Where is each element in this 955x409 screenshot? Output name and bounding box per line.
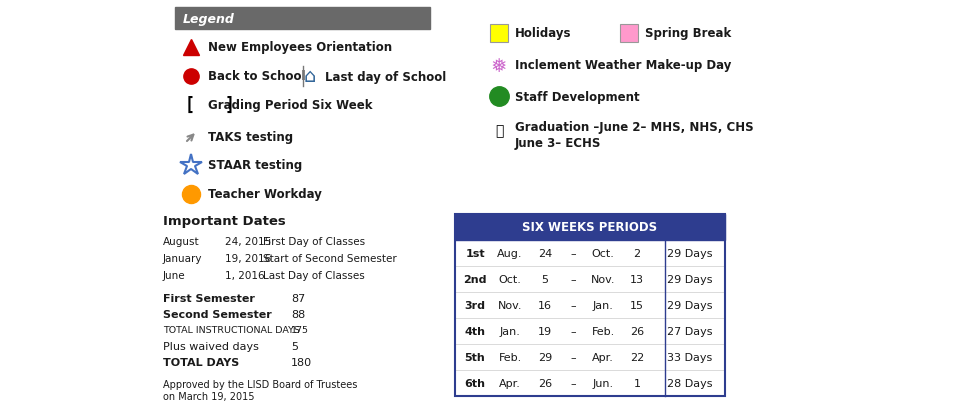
Text: 22: 22 xyxy=(630,352,644,362)
Text: STAAR testing: STAAR testing xyxy=(208,159,302,172)
Bar xyxy=(620,25,638,43)
Text: August: August xyxy=(163,236,200,246)
Text: Start of Second Semester: Start of Second Semester xyxy=(263,254,396,263)
Text: Inclement Weather Make-up Day: Inclement Weather Make-up Day xyxy=(515,59,732,72)
Text: Holidays: Holidays xyxy=(515,27,571,40)
Text: 87: 87 xyxy=(291,293,306,303)
Text: 4th: 4th xyxy=(464,326,485,336)
Text: Apr.: Apr. xyxy=(592,352,614,362)
Text: Staff Development: Staff Development xyxy=(515,90,640,103)
Text: 19, 2016: 19, 2016 xyxy=(225,254,271,263)
Text: 24, 2015: 24, 2015 xyxy=(225,236,271,246)
Text: Spring Break: Spring Break xyxy=(645,27,732,40)
Text: 13: 13 xyxy=(630,274,644,284)
Text: Jun.: Jun. xyxy=(592,378,613,388)
Text: 29 Days: 29 Days xyxy=(668,300,712,310)
Bar xyxy=(175,8,430,30)
Text: TOTAL INSTRUCTIONAL DAYS: TOTAL INSTRUCTIONAL DAYS xyxy=(163,325,300,334)
Text: –: – xyxy=(570,274,576,284)
Text: 33 Days: 33 Days xyxy=(668,352,712,362)
Bar xyxy=(455,344,725,370)
Text: First Day of Classes: First Day of Classes xyxy=(263,236,365,246)
Text: Teacher Workday: Teacher Workday xyxy=(208,188,322,201)
Text: 175: 175 xyxy=(291,325,309,334)
Text: 1: 1 xyxy=(633,378,641,388)
Text: TOTAL DAYS: TOTAL DAYS xyxy=(163,357,240,367)
Text: ⌂: ⌂ xyxy=(304,66,316,85)
Text: [   ]: [ ] xyxy=(185,96,235,114)
Text: 29: 29 xyxy=(538,352,552,362)
Text: 16: 16 xyxy=(538,300,552,310)
Text: 24: 24 xyxy=(538,248,552,258)
Text: 1st: 1st xyxy=(465,248,485,258)
Text: Feb.: Feb. xyxy=(499,352,521,362)
Text: Legend: Legend xyxy=(183,12,235,25)
Text: 88: 88 xyxy=(291,309,306,319)
Bar xyxy=(490,25,508,43)
Text: Plus waived days: Plus waived days xyxy=(163,341,259,351)
Bar xyxy=(455,214,725,396)
Text: Oct.: Oct. xyxy=(499,274,521,284)
Text: 1, 2016: 1, 2016 xyxy=(225,270,265,280)
Text: Aug.: Aug. xyxy=(498,248,522,258)
Text: Feb.: Feb. xyxy=(591,326,615,336)
Text: Important Dates: Important Dates xyxy=(163,214,286,227)
Text: 🎓: 🎓 xyxy=(495,124,503,138)
Text: ❅: ❅ xyxy=(491,56,507,75)
Text: Jan.: Jan. xyxy=(499,326,520,336)
Text: –: – xyxy=(570,326,576,336)
Text: Grading Period Six Week: Grading Period Six Week xyxy=(208,98,372,111)
Bar xyxy=(455,240,725,266)
Text: New Employees Orientation: New Employees Orientation xyxy=(208,41,393,54)
Text: Jan.: Jan. xyxy=(592,300,613,310)
Text: 27 Days: 27 Days xyxy=(668,326,712,336)
Text: Apr.: Apr. xyxy=(499,378,520,388)
Text: Approved by the LISD Board of Trustees
on March 19, 2015: Approved by the LISD Board of Trustees o… xyxy=(163,379,357,401)
Text: 29 Days: 29 Days xyxy=(668,248,712,258)
Text: Nov.: Nov. xyxy=(591,274,615,284)
Text: 6th: 6th xyxy=(464,378,485,388)
Text: 5th: 5th xyxy=(465,352,485,362)
Text: 5: 5 xyxy=(291,341,298,351)
Text: Second Semester: Second Semester xyxy=(163,309,272,319)
Bar xyxy=(455,266,725,292)
Text: –: – xyxy=(570,300,576,310)
Text: 29 Days: 29 Days xyxy=(668,274,712,284)
Text: SIX WEEKS PERIODS: SIX WEEKS PERIODS xyxy=(522,221,658,234)
Text: Oct.: Oct. xyxy=(591,248,614,258)
Text: –: – xyxy=(570,248,576,258)
Text: –: – xyxy=(570,352,576,362)
Text: 19: 19 xyxy=(538,326,552,336)
Text: Nov.: Nov. xyxy=(498,300,522,310)
Text: 26: 26 xyxy=(630,326,644,336)
Text: 3rd: 3rd xyxy=(464,300,485,310)
Text: June 3– ECHS: June 3– ECHS xyxy=(515,137,602,150)
Text: 26: 26 xyxy=(538,378,552,388)
Text: First Semester: First Semester xyxy=(163,293,255,303)
Text: 5: 5 xyxy=(541,274,548,284)
Text: June: June xyxy=(163,270,185,280)
Text: Back to School: Back to School xyxy=(208,70,306,83)
Text: –: – xyxy=(570,378,576,388)
Text: TAKS testing: TAKS testing xyxy=(208,131,293,144)
Text: 28 Days: 28 Days xyxy=(668,378,712,388)
Bar xyxy=(455,214,725,240)
Text: Last day of School: Last day of School xyxy=(325,70,446,83)
Text: January: January xyxy=(163,254,202,263)
Text: Graduation –June 2– MHS, NHS, CHS: Graduation –June 2– MHS, NHS, CHS xyxy=(515,120,753,133)
Text: 180: 180 xyxy=(291,357,312,367)
Bar xyxy=(455,370,725,396)
Text: 2nd: 2nd xyxy=(463,274,487,284)
Bar xyxy=(455,292,725,318)
Text: Last Day of Classes: Last Day of Classes xyxy=(263,270,365,280)
Text: 15: 15 xyxy=(630,300,644,310)
Bar xyxy=(455,318,725,344)
Text: 2: 2 xyxy=(633,248,641,258)
